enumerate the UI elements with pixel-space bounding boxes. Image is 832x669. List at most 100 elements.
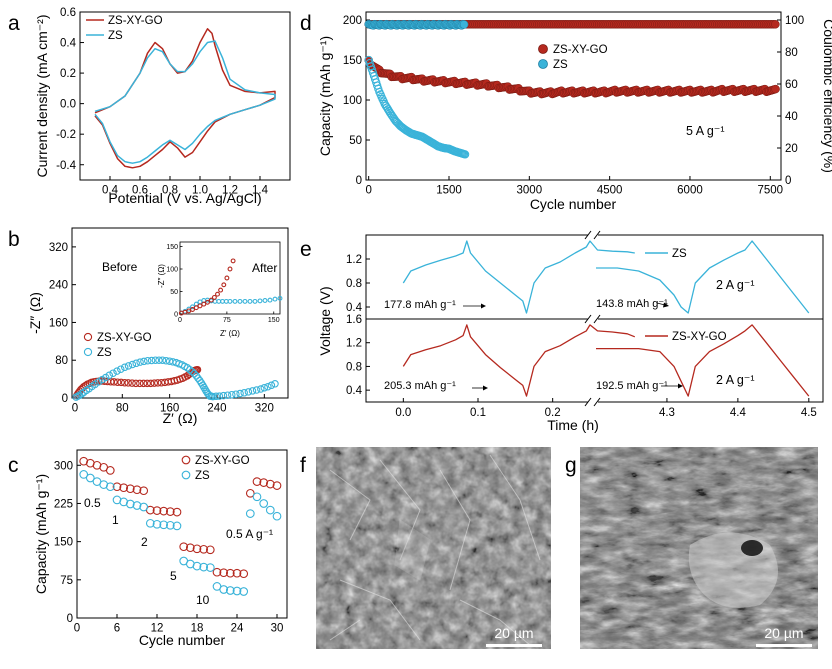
- gcd-curve-zsxygo-late: [596, 324, 810, 397]
- legend-marker-zsxygo: [83, 332, 93, 342]
- inset-series: [178, 258, 283, 316]
- panel-a-legend: ZS-XY-GO ZS: [86, 15, 163, 42]
- rate-label-1: 1: [112, 513, 119, 527]
- panel-label-c: c: [8, 454, 19, 477]
- rate-point-zsxygo: [245, 488, 255, 498]
- y-tick-label: 0.2: [60, 68, 76, 80]
- rate-point-zs: [252, 492, 262, 502]
- inset-point-zs: [232, 298, 238, 304]
- annot-zsxygo-2: 192.5 mAh g⁻¹: [596, 380, 668, 392]
- rate-label-2: 2: [141, 535, 148, 549]
- legend-marker-zs: [538, 59, 548, 69]
- y-tick-label: 160: [49, 317, 68, 329]
- arrowhead-zs-1: [481, 303, 486, 309]
- inset-point-zsxygo: [218, 287, 224, 293]
- rate-point-zsxygo: [105, 466, 115, 475]
- eis-point-zs: [219, 391, 228, 400]
- x-tick-label: 1.0: [192, 185, 208, 197]
- x-tick-label: 24: [231, 623, 244, 635]
- axis-break-gap: [588, 233, 598, 237]
- rate-point-zsxygo: [272, 481, 282, 490]
- annot-zs-2: 143.8 mAh g⁻¹: [596, 298, 668, 310]
- inset-point-zs: [252, 298, 258, 304]
- panel-b-ticks: 0 80 160 240 320 0 80 160 240 320: [49, 242, 274, 415]
- eis-point-zs: [186, 365, 194, 374]
- inset-point-zs: [262, 298, 268, 303]
- rate-point-zsxygo: [199, 544, 209, 554]
- panel-e-legend-zs: ZS: [645, 248, 687, 260]
- y2-tick-label: 60: [785, 79, 798, 91]
- inset-point-zs: [277, 295, 283, 301]
- sem-f-texture: [316, 447, 551, 649]
- x-tick-label: 1500: [436, 185, 462, 197]
- y-tick-label: 240: [49, 280, 68, 292]
- panel-e-legend-zsxygo: ZS-XY-GO: [645, 331, 727, 343]
- panel-c-xlabel: Cycle number: [139, 632, 226, 648]
- panel-label-e: e: [300, 238, 312, 261]
- y-tick-label: 75: [60, 575, 73, 587]
- x-tick-label: 0.6: [132, 185, 148, 197]
- x-tick-label: 160: [160, 403, 179, 415]
- legend-label-zsxygo: ZS-XY-GO: [108, 15, 163, 27]
- capacity-point-zsxygo: [771, 84, 780, 94]
- panel-b-before-label: Before: [102, 260, 138, 274]
- annot-zsxygo-1: 205.3 mAh g⁻¹: [384, 380, 456, 392]
- panel-g-sem-image: 20 µm: [580, 447, 818, 649]
- panel-c-ylabel: Capacity (mAh g⁻¹): [33, 474, 49, 594]
- inset-point-zs: [237, 298, 243, 304]
- eis-point-zs: [228, 390, 236, 399]
- y-tick-label: 150: [343, 55, 362, 67]
- eis-point-zsxygo: [154, 379, 162, 387]
- inset-point-zsxygo: [208, 297, 214, 303]
- y-tick-label: 300: [54, 460, 73, 472]
- axis-break-slash: [593, 314, 601, 324]
- eis-point-zs: [232, 390, 240, 398]
- panel-d-cycling: 0 1500 3000 4500 6000 75000501001502000204060…: [317, 11, 832, 212]
- scale-bar-g: [756, 644, 812, 647]
- panel-b-after-label: After: [252, 261, 277, 275]
- y-tick-label: 0: [356, 175, 362, 187]
- rate-point-zs: [152, 519, 162, 529]
- x-tick-label: 1.4: [252, 185, 269, 197]
- x-tick-label: 0.0: [395, 407, 411, 419]
- x-tick-label: 4.4: [730, 407, 747, 419]
- x-tick-label: 6000: [677, 185, 703, 197]
- inset-point-zs: [227, 298, 233, 304]
- panel-d-rate-label: 5 A g⁻¹: [686, 124, 725, 138]
- rate-point-zs: [79, 470, 89, 479]
- x-tick-label: 80: [116, 403, 129, 415]
- panel-b-inset: 0 75 150 0 50 100 150 After Z′ (Ω) -Z″ (Ω): [157, 241, 283, 338]
- y-tick-label: 320: [49, 242, 68, 254]
- panel-e-ticks: 0.0 0.1 0.2 4.3 4.4 4.5 0.4 0.8 1.2 0.4 0.8 1.2 1.6: [346, 254, 817, 419]
- rate-point-zs: [165, 520, 175, 530]
- eis-point-zs: [113, 367, 121, 375]
- x-tick-label: 0: [72, 403, 78, 415]
- panel-a-cv: 0.4 0.6 0.8 1.0 1.2 1.4 -0.4 -0.2 0.0 0.2 0.4 0.6 Z…: [34, 7, 291, 206]
- rate-point-zsxygo: [172, 507, 182, 517]
- panel-a-ylabel: Current density (mA cm⁻²): [34, 15, 50, 178]
- rate-point-zsxygo: [252, 477, 262, 486]
- y-tick-label: 0.0: [60, 99, 76, 111]
- eis-point-zs: [105, 371, 114, 380]
- inset-point-zsxygo: [221, 282, 227, 288]
- y-tick-label: 150: [54, 537, 73, 549]
- gcd-curve-zs: [402, 240, 635, 314]
- scale-bar-f: [486, 644, 542, 647]
- x-tick-label: 0.8: [162, 185, 178, 197]
- axis-break-slash: [584, 230, 592, 240]
- inset-point-zsxygo: [193, 305, 199, 311]
- rate-point-zsxygo: [125, 484, 135, 494]
- inset-y-tick-label: 50: [170, 289, 178, 296]
- x-tick-label: 18: [191, 623, 204, 635]
- panel-a-series: [94, 28, 276, 169]
- eis-point-zsxygo: [139, 379, 148, 388]
- y-tick-label: 0: [62, 393, 68, 405]
- eis-point-zs: [264, 382, 272, 391]
- eis-point-zs: [223, 391, 232, 399]
- eis-point-zs: [236, 389, 244, 398]
- rate-point-zs: [232, 586, 242, 596]
- eis-point-zs: [120, 363, 129, 372]
- rate-label-zsxygo: 2 A g⁻¹: [716, 373, 755, 387]
- inset-point-zsxygo: [215, 291, 220, 297]
